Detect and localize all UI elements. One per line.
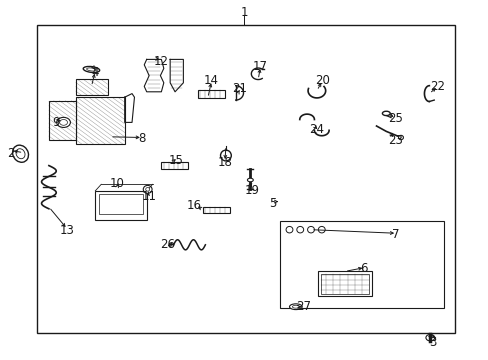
Ellipse shape — [382, 111, 389, 116]
Ellipse shape — [398, 135, 403, 140]
Ellipse shape — [289, 304, 302, 310]
Text: 13: 13 — [60, 224, 75, 237]
Bar — [49, 101, 76, 140]
Text: 26: 26 — [160, 238, 174, 251]
Text: 24: 24 — [309, 123, 324, 136]
Ellipse shape — [292, 305, 299, 308]
Ellipse shape — [143, 185, 152, 193]
Text: 19: 19 — [244, 184, 259, 197]
Bar — [317, 271, 371, 296]
Text: 9: 9 — [52, 116, 60, 129]
Ellipse shape — [285, 226, 292, 233]
Bar — [95, 191, 146, 220]
Ellipse shape — [247, 178, 253, 182]
Bar — [161, 162, 188, 169]
Bar — [76, 97, 124, 144]
Text: 25: 25 — [387, 112, 402, 125]
Text: 12: 12 — [154, 55, 168, 68]
Text: 5: 5 — [268, 197, 276, 210]
Ellipse shape — [16, 149, 25, 159]
Text: 18: 18 — [217, 156, 232, 169]
Polygon shape — [144, 59, 163, 92]
Text: 2: 2 — [7, 147, 15, 159]
Ellipse shape — [296, 226, 303, 233]
Ellipse shape — [60, 120, 67, 125]
Text: 6: 6 — [360, 262, 367, 275]
Bar — [203, 207, 229, 213]
Polygon shape — [124, 94, 134, 122]
Text: 20: 20 — [315, 75, 329, 87]
Text: 15: 15 — [168, 154, 183, 167]
Text: 8: 8 — [138, 132, 145, 145]
Text: 4: 4 — [91, 66, 99, 78]
Ellipse shape — [220, 150, 231, 161]
Text: 23: 23 — [387, 134, 402, 147]
Ellipse shape — [83, 67, 100, 72]
Polygon shape — [170, 59, 183, 92]
Text: 1: 1 — [240, 6, 248, 19]
Text: 27: 27 — [295, 300, 310, 313]
Ellipse shape — [86, 68, 96, 71]
Ellipse shape — [13, 145, 28, 162]
Bar — [99, 194, 142, 214]
Text: 16: 16 — [187, 199, 202, 212]
Text: 14: 14 — [203, 75, 218, 87]
Text: 3: 3 — [428, 336, 436, 349]
Ellipse shape — [318, 226, 325, 233]
Text: 17: 17 — [253, 60, 267, 73]
Bar — [279, 221, 443, 308]
Bar — [320, 274, 368, 294]
Ellipse shape — [307, 226, 314, 233]
Ellipse shape — [425, 334, 434, 341]
Text: 11: 11 — [142, 190, 156, 203]
Text: 22: 22 — [429, 80, 444, 93]
Text: 10: 10 — [110, 177, 124, 190]
Bar — [76, 79, 107, 95]
Ellipse shape — [57, 117, 70, 127]
Text: 21: 21 — [232, 82, 246, 95]
Ellipse shape — [145, 188, 149, 191]
Text: 7: 7 — [391, 228, 399, 240]
Bar — [198, 90, 224, 98]
Bar — [37, 25, 454, 333]
